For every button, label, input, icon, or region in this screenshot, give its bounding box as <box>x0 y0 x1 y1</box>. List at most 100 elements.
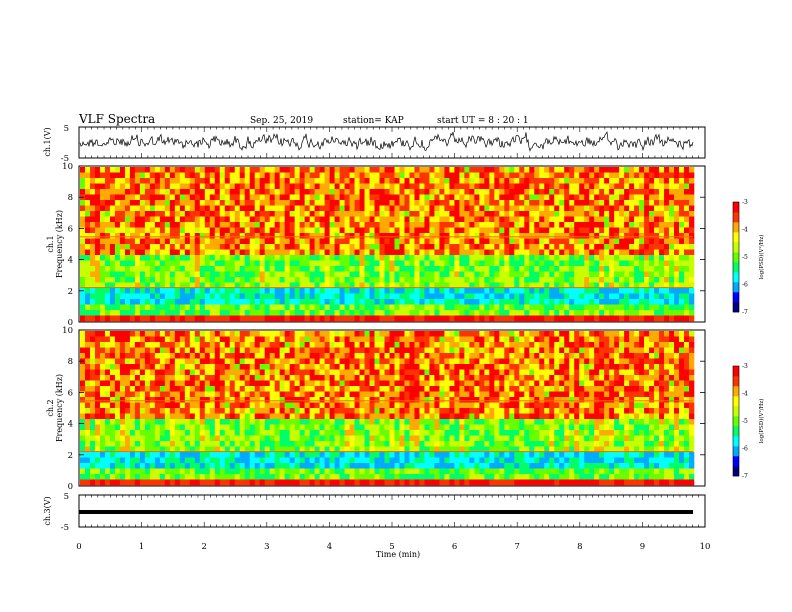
spectrogram-cell <box>544 288 550 294</box>
spectrogram-cell <box>214 452 221 458</box>
spectrogram-cell <box>304 266 310 272</box>
spectrogram-cell <box>119 446 126 453</box>
spectrogram-cell <box>164 419 171 425</box>
spectrogram-cell <box>214 408 221 414</box>
spectrogram-cell <box>374 304 380 311</box>
spectrogram-cell <box>619 222 625 228</box>
spectrogram-cell <box>89 238 96 245</box>
spectrogram-cell <box>674 233 680 239</box>
spectrogram-cell <box>289 386 295 392</box>
spectrogram-cell <box>89 369 96 376</box>
spectrogram-cell <box>89 474 96 480</box>
spectrogram-cell <box>214 435 221 442</box>
spectrogram-cell <box>689 172 695 179</box>
spectrogram-cell <box>384 244 390 250</box>
spectrogram-cell <box>349 172 355 179</box>
spectrogram-cell <box>669 255 675 261</box>
spectrogram-cell <box>304 293 310 300</box>
spectrogram-cell <box>499 216 505 223</box>
spectrogram-cell <box>554 194 560 201</box>
spectrogram-cell <box>229 211 236 217</box>
spectrogram-cell <box>439 260 445 267</box>
spectrogram-cell <box>104 282 111 289</box>
spectrogram-cell <box>299 430 305 436</box>
spectrogram-cell <box>584 178 590 184</box>
spectrogram-cell <box>289 211 295 217</box>
spectrogram-cell <box>659 288 665 294</box>
spectrogram-cell <box>304 380 310 387</box>
spectrogram-cell <box>569 205 575 212</box>
spectrogram-cell <box>249 310 256 316</box>
spectrogram-cell <box>259 266 265 272</box>
spectrogram-cell <box>239 244 246 250</box>
spectrogram-cell <box>239 260 246 267</box>
spectrogram-cell <box>519 183 525 190</box>
spectrogram-cell <box>84 249 91 256</box>
spectrogram-cell <box>414 205 420 212</box>
spectrogram-cell <box>389 288 395 294</box>
spectrogram-cell <box>99 358 106 365</box>
spectrogram-cell <box>459 277 465 283</box>
spectrogram-cell <box>364 293 370 300</box>
spectrogram-cell <box>119 474 126 480</box>
spectrogram-cell <box>84 277 91 283</box>
spectrogram-cell <box>339 227 345 234</box>
spectrogram-cell <box>214 266 221 272</box>
spectrogram-cell <box>349 227 355 234</box>
spectrogram-cell <box>199 375 206 381</box>
spectrogram-cell <box>534 282 540 289</box>
spectrogram-cell <box>114 216 121 223</box>
spectrogram-cell <box>374 189 380 195</box>
spectrogram-cell <box>354 277 360 283</box>
spectrogram-cell <box>689 178 695 184</box>
spectrogram-cell <box>474 194 480 201</box>
spectrogram-cell <box>389 211 395 217</box>
spectrogram-cell <box>204 342 211 348</box>
spectrogram-cell <box>574 216 580 223</box>
spectrogram-cell <box>179 435 186 442</box>
spectrogram-cell <box>584 183 590 190</box>
spectrogram-cell <box>364 233 370 239</box>
spectrogram-cell <box>264 342 270 348</box>
spectrogram-cell <box>524 304 530 311</box>
spectrogram-cell <box>94 293 101 300</box>
spectrogram-cell <box>519 178 525 184</box>
spectrogram-cell <box>649 194 655 201</box>
spectrogram-cell <box>444 255 450 261</box>
spectrogram-cell <box>279 310 285 316</box>
spectrogram-cell <box>514 200 520 206</box>
spectrogram-cell <box>179 430 186 436</box>
spectrogram-cell <box>109 167 116 173</box>
spectrogram-cell <box>284 233 290 239</box>
spectrogram-cell <box>274 304 280 311</box>
spectrogram-cell <box>169 227 176 234</box>
spectrogram-cell <box>274 282 280 289</box>
spectrogram-cell <box>144 304 151 311</box>
spectrogram-cell <box>489 178 495 184</box>
spectrogram-cell <box>229 244 236 250</box>
spectrogram-cell <box>134 468 141 475</box>
spectrogram-cell <box>619 293 625 300</box>
spectrogram-cell <box>224 364 231 370</box>
spectrogram-cell <box>114 233 121 239</box>
spectrogram-cell <box>174 430 181 436</box>
spectrogram-cell <box>269 293 275 300</box>
spectrogram-cell <box>94 408 101 414</box>
spectrogram-cell <box>684 183 690 190</box>
spectrogram-cell <box>244 413 251 420</box>
spectrogram-cell <box>244 380 251 387</box>
spectrogram-cell <box>524 211 530 217</box>
spectrogram-cell <box>239 402 246 409</box>
spectrogram-cell <box>239 441 246 447</box>
spectrogram-cell <box>599 205 605 212</box>
spectrogram-cell <box>549 172 555 179</box>
spectrogram-cell <box>129 347 136 354</box>
spectrogram-cell <box>184 249 191 256</box>
spectrogram-cell <box>244 402 251 409</box>
spectrogram-cell <box>89 457 96 464</box>
spectrogram-cell <box>289 441 295 447</box>
spectrogram-cell <box>624 238 630 245</box>
spectrogram-cell <box>214 282 221 289</box>
spectrogram-cell <box>169 402 176 409</box>
spectrogram-cell <box>254 331 261 337</box>
